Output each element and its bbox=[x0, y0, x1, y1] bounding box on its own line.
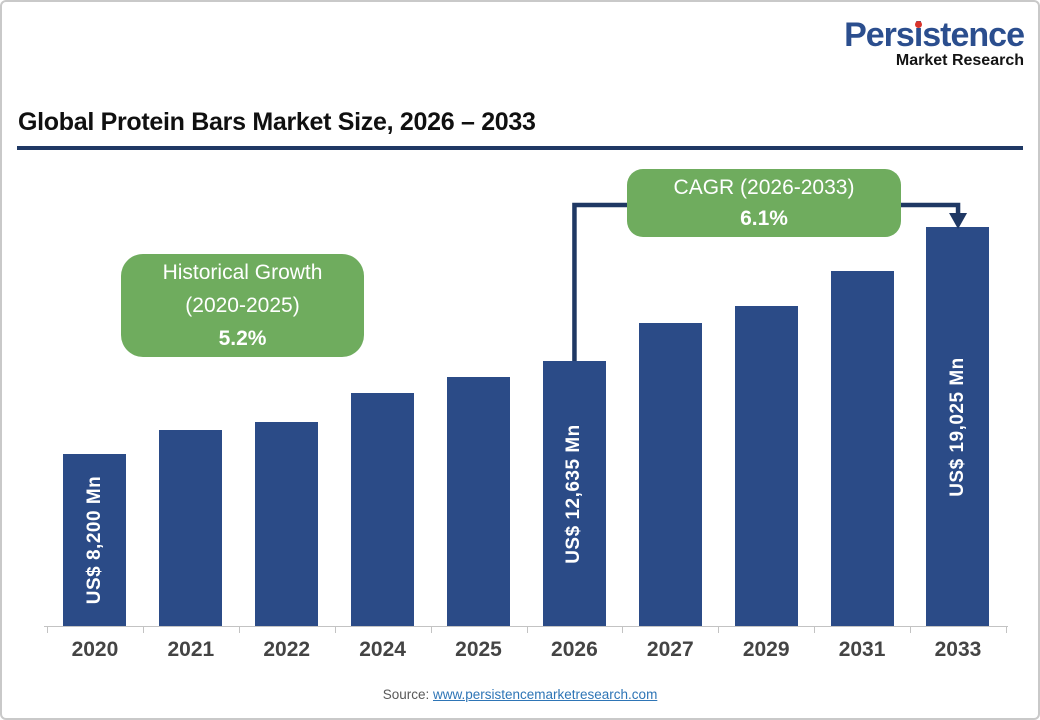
x-axis-tick bbox=[430, 626, 432, 633]
bar-slot-2026: US$ 12,635 Mn bbox=[526, 226, 622, 626]
x-axis-label-2025: 2025 bbox=[455, 638, 502, 661]
x-axis-tick bbox=[910, 626, 912, 633]
x-axis-label-2031: 2031 bbox=[838, 638, 886, 661]
x-axis-label-2022: 2022 bbox=[263, 638, 311, 661]
x-axis-label-2029: 2029 bbox=[742, 638, 790, 661]
historical-growth-callout: Historical Growth (2020-2025) 5.2% bbox=[121, 254, 364, 357]
bars-container: US$ 8,200 Mn US$ 12,635 Mn US$ 19,025 Mn bbox=[47, 226, 1006, 626]
cagr-value: 6.1% bbox=[740, 207, 788, 230]
chart-title: Global Protein Bars Market Size, 2026 – … bbox=[18, 108, 536, 136]
x-axis-tick bbox=[1006, 626, 1007, 633]
x-axis-tick bbox=[142, 626, 144, 633]
historical-growth-line2: (2020-2025) bbox=[185, 294, 300, 317]
bar-2020: US$ 8,200 Mn bbox=[63, 454, 127, 626]
x-axis-tick bbox=[814, 626, 816, 633]
x-axis-tick bbox=[718, 626, 720, 633]
logo-red-dot-icon bbox=[914, 21, 922, 28]
cagr-line1: CAGR (2026-2033) bbox=[673, 176, 855, 199]
x-axis-label-2033: 2033 bbox=[934, 638, 982, 661]
bar-slot-2021 bbox=[143, 226, 239, 626]
bar-value-label-2026: US$ 12,635 Mn bbox=[563, 423, 585, 564]
bar-value-label-2020: US$ 8,200 Mn bbox=[83, 475, 105, 605]
historical-growth-value: 5.2% bbox=[218, 327, 267, 350]
x-axis-line bbox=[44, 626, 1008, 627]
bar-slot-2025 bbox=[431, 226, 527, 626]
bar-2021 bbox=[159, 430, 223, 626]
x-axis-labels: 2020 2021 2022 2024 2025 2026 2027 2029 2031 2033 bbox=[47, 638, 1006, 662]
bar-2033: US$ 19,025 Mn bbox=[926, 227, 990, 626]
cagr-callout: CAGR (2026-2033) 6.1% bbox=[627, 169, 901, 237]
bar-slot-2031 bbox=[814, 226, 910, 626]
logo: Persi stence Market Research bbox=[844, 16, 1025, 69]
logo-subtitle: Market Research bbox=[895, 52, 1024, 69]
bar-2022 bbox=[255, 422, 319, 626]
bar-2025 bbox=[447, 377, 510, 626]
bar-2027 bbox=[638, 323, 702, 626]
x-axis-label-2021: 2021 bbox=[167, 638, 215, 661]
x-axis-label-2026: 2026 bbox=[551, 638, 598, 661]
bar-slot-2033: US$ 19,025 Mn bbox=[910, 226, 1006, 626]
bar-slot-2022 bbox=[239, 226, 335, 626]
x-axis-tick bbox=[526, 626, 528, 633]
x-axis-label-2024: 2024 bbox=[359, 638, 406, 661]
bar-2026: US$ 12,635 Mn bbox=[542, 361, 606, 626]
bar-slot-2027 bbox=[622, 226, 718, 626]
x-axis-label-2020: 2020 bbox=[71, 638, 119, 661]
bar-slot-2024 bbox=[335, 226, 431, 626]
bar-2029 bbox=[734, 306, 798, 626]
historical-growth-line1: Historical Growth bbox=[162, 261, 323, 284]
bar-2031 bbox=[830, 271, 894, 626]
bar-2024 bbox=[351, 393, 415, 626]
source-label: Source: bbox=[382, 687, 430, 702]
bar-slot-2029 bbox=[718, 226, 814, 626]
logo-brand-text: Persi stence bbox=[844, 16, 1025, 54]
x-axis-tick bbox=[334, 626, 336, 633]
bar-value-label-2033: US$ 19,025 Mn bbox=[946, 356, 968, 497]
x-axis-tick bbox=[238, 626, 240, 633]
x-axis-label-2027: 2027 bbox=[646, 638, 694, 661]
x-axis-tick bbox=[622, 626, 624, 633]
source-link[interactable]: www.persistencemarketresearch.com bbox=[432, 687, 658, 702]
bar-slot-2020: US$ 8,200 Mn bbox=[47, 226, 143, 626]
source-line: Source: www.persistencemarketresearch.co… bbox=[0, 687, 1040, 702]
title-underline bbox=[17, 146, 1023, 150]
x-axis-tick bbox=[47, 626, 48, 633]
